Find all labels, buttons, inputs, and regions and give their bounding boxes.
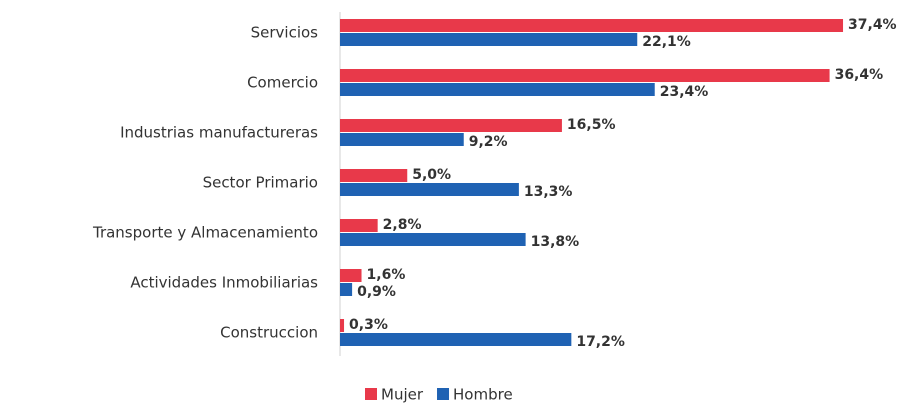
bar: [340, 33, 638, 46]
value-label: 36,4%: [835, 67, 884, 83]
bar: [340, 333, 572, 346]
bar: [340, 183, 519, 196]
legend-label: Mujer: [381, 386, 424, 404]
bar: [340, 133, 464, 146]
value-label: 0,3%: [349, 317, 388, 333]
category-label: Transporte y Almacenamiento: [92, 224, 318, 242]
value-label: 13,8%: [531, 234, 580, 250]
legend-swatch: [437, 388, 450, 400]
bar: [340, 319, 345, 332]
value-label: 17,2%: [576, 334, 625, 350]
bar: [340, 19, 844, 32]
bar: [340, 283, 353, 296]
value-label: 5,0%: [412, 167, 451, 183]
value-label: 37,4%: [848, 17, 897, 33]
category-label: Actividades Inmobiliarias: [130, 274, 318, 292]
value-label: 16,5%: [567, 117, 616, 133]
category-label: Industrias manufactureras: [120, 124, 318, 142]
bar: [340, 83, 655, 96]
value-label: 2,8%: [383, 217, 422, 233]
value-label: 1,6%: [367, 267, 406, 283]
value-label: 22,1%: [642, 34, 691, 50]
value-label: 23,4%: [660, 84, 709, 100]
bar: [340, 269, 362, 282]
bar: [340, 233, 526, 246]
bar: [340, 69, 830, 82]
category-label: Servicios: [251, 24, 319, 42]
bar: [340, 119, 562, 132]
category-label: Comercio: [247, 74, 318, 92]
value-label: 13,3%: [524, 184, 573, 200]
bar: [340, 169, 408, 182]
category-label: Construccion: [220, 324, 318, 342]
legend-swatch: [365, 388, 377, 400]
bar: [340, 219, 378, 232]
value-label: 0,9%: [357, 284, 396, 300]
category-label: Sector Primario: [203, 174, 318, 192]
value-label: 9,2%: [469, 134, 508, 150]
legend-label: Hombre: [453, 386, 513, 404]
